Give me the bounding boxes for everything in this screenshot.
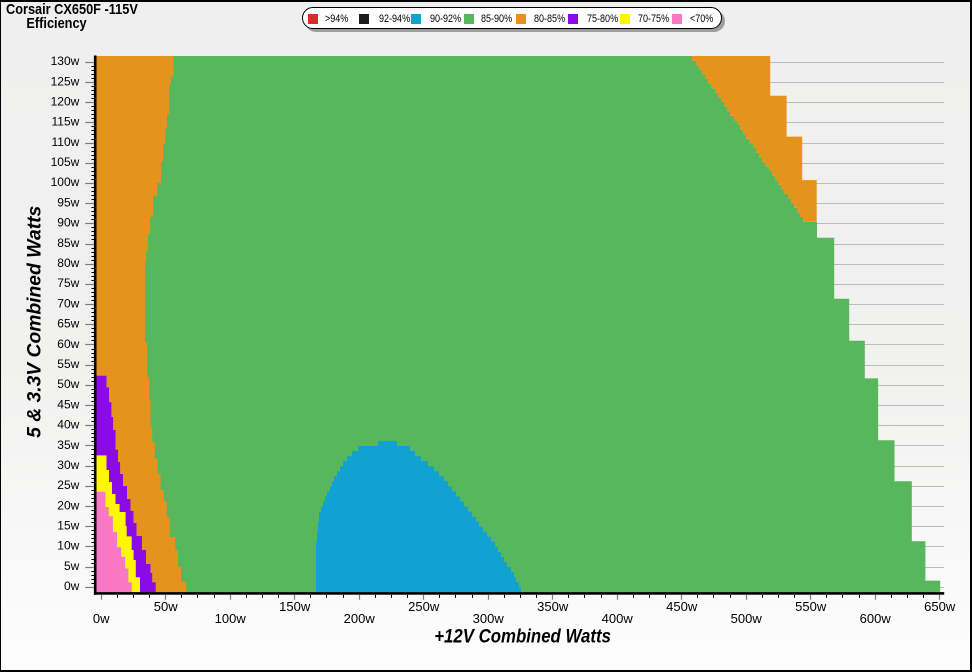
svg-text:120w: 120w [51, 95, 80, 109]
svg-text:400w: 400w [602, 611, 634, 626]
svg-text:5 & 3.3V Combined Watts: 5 & 3.3V Combined Watts [24, 205, 45, 437]
svg-text:80w: 80w [57, 256, 79, 270]
svg-text:650w: 650w [924, 599, 956, 614]
svg-text:100w: 100w [215, 611, 247, 626]
svg-text:100w: 100w [51, 175, 80, 189]
svg-text:0w: 0w [64, 579, 80, 593]
svg-text:0w: 0w [93, 611, 110, 626]
svg-text:40w: 40w [57, 418, 79, 432]
svg-text:15w: 15w [57, 519, 79, 533]
svg-text:50w: 50w [57, 377, 79, 391]
svg-text:250w: 250w [408, 599, 440, 614]
svg-text:600w: 600w [860, 611, 892, 626]
svg-text:110w: 110w [52, 135, 80, 149]
svg-text:125w: 125w [51, 74, 80, 88]
svg-text:75w: 75w [57, 276, 79, 290]
svg-text:30w: 30w [57, 458, 79, 472]
svg-text:25w: 25w [57, 478, 79, 492]
svg-text:65w: 65w [57, 317, 79, 331]
svg-text:10w: 10w [57, 539, 79, 553]
svg-text:550w: 550w [795, 599, 827, 614]
svg-text:70w: 70w [57, 296, 79, 310]
svg-text:50w: 50w [154, 599, 178, 614]
svg-text:90w: 90w [57, 216, 79, 230]
svg-text:130w: 130w [51, 54, 80, 68]
svg-text:500w: 500w [731, 611, 763, 626]
svg-text:105w: 105w [51, 155, 80, 169]
svg-text:20w: 20w [57, 498, 79, 512]
svg-text:5w: 5w [64, 559, 80, 573]
svg-text:95w: 95w [57, 195, 79, 209]
svg-text:300w: 300w [473, 611, 505, 626]
svg-text:+12V Combined Watts: +12V Combined Watts [434, 626, 611, 647]
svg-text:45w: 45w [57, 397, 79, 411]
svg-text:60w: 60w [57, 337, 79, 351]
svg-text:150w: 150w [279, 599, 311, 614]
svg-text:35w: 35w [57, 438, 79, 452]
svg-text:115w: 115w [52, 115, 80, 129]
svg-text:450w: 450w [666, 599, 698, 614]
svg-text:85w: 85w [57, 236, 79, 250]
svg-text:350w: 350w [537, 599, 569, 614]
svg-text:200w: 200w [344, 611, 376, 626]
svg-text:55w: 55w [57, 357, 79, 371]
